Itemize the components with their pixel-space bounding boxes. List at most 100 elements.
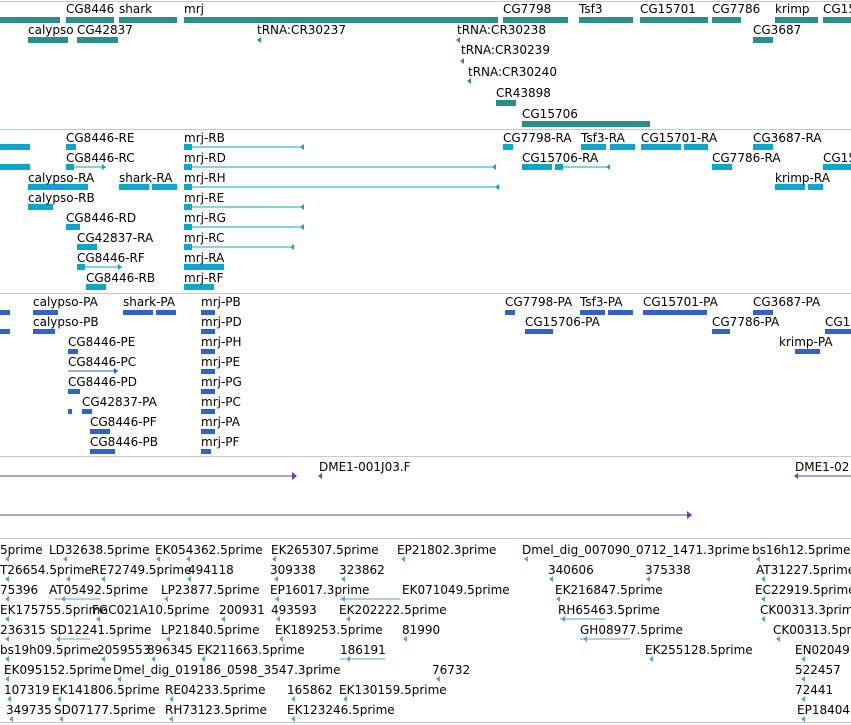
transcript-feature[interactable] bbox=[808, 184, 823, 190]
est-feature[interactable] bbox=[5, 676, 9, 682]
est-label[interactable]: EK255128.5prime bbox=[645, 643, 753, 657]
protein-label[interactable]: shark-PA bbox=[123, 295, 176, 309]
est-feature[interactable] bbox=[761, 576, 765, 582]
est-label[interactable]: RH73123.5prime bbox=[165, 703, 267, 717]
protein-feature[interactable] bbox=[201, 369, 215, 374]
protein-label[interactable]: CG1 bbox=[825, 315, 851, 329]
est-feature[interactable] bbox=[5, 596, 9, 602]
protein-feature[interactable] bbox=[68, 349, 78, 354]
est-feature[interactable] bbox=[549, 576, 553, 582]
est-label[interactable]: EP16017.3prime bbox=[270, 583, 370, 597]
est-feature[interactable] bbox=[436, 676, 440, 682]
est-feature[interactable] bbox=[776, 636, 780, 642]
protein-feature[interactable] bbox=[114, 368, 118, 374]
transcript-label[interactable]: krimp-RA bbox=[775, 171, 830, 185]
est-label[interactable]: 896345 bbox=[147, 643, 193, 657]
transcript-feature[interactable] bbox=[102, 164, 106, 170]
gene-feature[interactable] bbox=[775, 17, 818, 23]
est-feature[interactable] bbox=[346, 616, 350, 622]
est-label[interactable]: LP23877.5prime bbox=[161, 583, 260, 597]
est-label[interactable]: 81990 bbox=[402, 623, 441, 637]
protein-feature[interactable] bbox=[580, 310, 605, 315]
transcript-label[interactable]: mrj-RF bbox=[184, 271, 224, 285]
est-feature[interactable] bbox=[59, 716, 63, 722]
est-feature[interactable] bbox=[761, 596, 765, 602]
protein-label[interactable]: mrj-PH bbox=[201, 335, 242, 349]
clone-feature[interactable] bbox=[687, 511, 692, 519]
transcript-feature[interactable] bbox=[581, 144, 606, 150]
est-feature[interactable] bbox=[646, 576, 650, 582]
est-label[interactable]: EK189253.5prime bbox=[275, 623, 383, 637]
gene-feature[interactable] bbox=[119, 17, 177, 23]
transcript-feature[interactable] bbox=[77, 264, 85, 270]
transcript-feature[interactable] bbox=[184, 204, 192, 210]
est-label[interactable]: EP18404 bbox=[797, 703, 850, 717]
protein-label[interactable]: CG8446-PC bbox=[68, 355, 137, 369]
protein-feature[interactable] bbox=[0, 329, 10, 334]
protein-label[interactable]: CG7798-PA bbox=[505, 295, 573, 309]
est-label[interactable]: EK175755.5prime bbox=[0, 603, 108, 617]
transcript-label[interactable]: CG42837-RA bbox=[77, 231, 154, 245]
gene-feature[interactable] bbox=[28, 37, 68, 43]
protein-feature[interactable] bbox=[712, 329, 730, 334]
gene-feature[interactable] bbox=[257, 37, 261, 43]
est-label[interactable]: EC22919.5prime bbox=[755, 583, 851, 597]
est-label[interactable]: EK123246.5prime bbox=[287, 703, 395, 717]
transcript-feature[interactable] bbox=[119, 184, 149, 190]
transcript-feature[interactable] bbox=[66, 164, 74, 170]
transcript-feature[interactable] bbox=[823, 164, 851, 170]
est-feature[interactable] bbox=[101, 656, 105, 662]
est-label[interactable]: bs19h09.5prime bbox=[0, 643, 99, 657]
protein-feature[interactable] bbox=[795, 349, 820, 354]
gene-feature[interactable] bbox=[753, 37, 773, 43]
est-feature[interactable] bbox=[801, 716, 805, 722]
est-label[interactable]: 323862 bbox=[339, 563, 385, 577]
transcript-feature[interactable] bbox=[184, 164, 192, 170]
est-label[interactable]: EN02049 bbox=[795, 643, 850, 657]
protein-label[interactable]: CG15706-PA bbox=[525, 315, 600, 329]
est-label[interactable]: 349735 bbox=[6, 703, 52, 717]
protein-label[interactable]: CG15701-PA bbox=[643, 295, 718, 309]
transcript-label[interactable]: CG8446-RF bbox=[77, 251, 145, 265]
protein-feature[interactable] bbox=[90, 429, 110, 434]
transcript-feature[interactable] bbox=[0, 144, 30, 150]
gene-label[interactable]: calypso bbox=[28, 23, 74, 37]
gene-label[interactable]: CG7786 bbox=[712, 2, 761, 16]
est-label[interactable]: EK141806.5prime bbox=[52, 683, 160, 697]
protein-feature[interactable] bbox=[201, 389, 215, 394]
protein-label[interactable]: CG3687-PA bbox=[753, 295, 821, 309]
protein-label[interactable]: CG8446-PE bbox=[68, 335, 136, 349]
protein-feature[interactable] bbox=[0, 310, 10, 315]
est-feature[interactable] bbox=[164, 596, 168, 602]
transcript-label[interactable]: CG8446-RC bbox=[66, 151, 135, 165]
transcript-feature[interactable] bbox=[606, 164, 610, 170]
transcript-label[interactable]: mrj-RC bbox=[184, 231, 225, 245]
protein-feature[interactable] bbox=[201, 449, 211, 454]
gene-label[interactable]: mrj bbox=[184, 2, 204, 16]
est-label[interactable]: EP21802.3prime bbox=[397, 543, 497, 557]
est-feature[interactable] bbox=[169, 716, 173, 722]
est-feature[interactable] bbox=[276, 616, 280, 622]
est-feature[interactable] bbox=[5, 656, 9, 662]
est-label[interactable]: 75396 bbox=[0, 583, 39, 597]
est-label[interactable]: 76732 bbox=[432, 663, 471, 677]
transcript-label[interactable]: mrj-RH bbox=[184, 171, 226, 185]
transcript-label[interactable]: mrj-RE bbox=[184, 191, 225, 205]
transcript-label[interactable]: CG15 bbox=[823, 151, 851, 165]
transcript-feature[interactable] bbox=[300, 204, 304, 210]
protein-label[interactable]: CG8446-PF bbox=[90, 415, 157, 429]
est-label[interactable]: bs16h12.5prime bbox=[752, 543, 851, 557]
protein-feature[interactable] bbox=[68, 409, 72, 414]
gene-feature[interactable] bbox=[456, 37, 460, 43]
transcript-label[interactable]: mrj-RG bbox=[184, 211, 226, 225]
est-label[interactable]: GH08977.5prime bbox=[580, 623, 683, 637]
protein-label[interactable]: CG7786-PA bbox=[712, 315, 780, 329]
est-label[interactable]: EK095152.5prime bbox=[4, 663, 112, 677]
transcript-label[interactable]: CG7786-RA bbox=[712, 151, 781, 165]
est-label[interactable]: Dmel_dig_007090_0712_1471.3prime bbox=[522, 543, 750, 557]
transcript-feature[interactable] bbox=[753, 144, 773, 150]
protein-label[interactable]: mrj-PD bbox=[201, 315, 242, 329]
est-feature[interactable] bbox=[57, 696, 61, 702]
est-feature[interactable] bbox=[201, 656, 205, 662]
gene-feature[interactable] bbox=[467, 78, 471, 84]
